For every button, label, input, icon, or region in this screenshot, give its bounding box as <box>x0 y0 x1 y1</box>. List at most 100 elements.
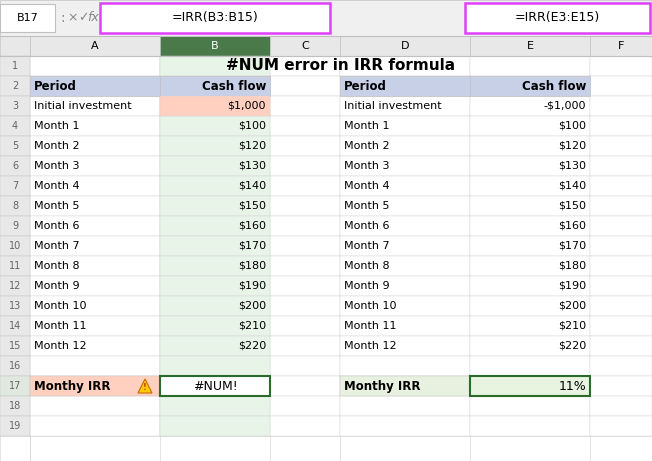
Bar <box>30 276 160 296</box>
Bar <box>160 416 270 436</box>
Text: Period: Period <box>344 79 387 93</box>
Bar <box>270 196 340 216</box>
Bar <box>340 376 470 396</box>
Bar <box>160 96 270 116</box>
Bar <box>0 396 30 416</box>
Bar <box>340 136 470 156</box>
Bar <box>340 316 470 336</box>
Text: $190: $190 <box>558 281 586 291</box>
Text: 13: 13 <box>9 301 21 311</box>
Bar <box>590 236 652 256</box>
Text: ×: × <box>68 12 78 24</box>
Text: $150: $150 <box>238 201 266 211</box>
Bar <box>30 76 160 96</box>
Text: Month 11: Month 11 <box>344 321 396 331</box>
Text: $190: $190 <box>238 281 266 291</box>
Bar <box>270 216 340 236</box>
Bar <box>160 36 270 56</box>
Bar <box>270 396 340 416</box>
Bar <box>340 76 470 96</box>
Text: Month 5: Month 5 <box>34 201 80 211</box>
Text: Month 11: Month 11 <box>34 321 87 331</box>
Bar <box>590 56 652 76</box>
Bar <box>270 296 340 316</box>
Text: 9: 9 <box>12 221 18 231</box>
Text: $200: $200 <box>558 301 586 311</box>
Bar <box>465 3 650 33</box>
Bar <box>0 96 30 116</box>
Bar <box>340 36 470 56</box>
Bar <box>30 416 160 436</box>
Bar <box>30 336 160 356</box>
Bar <box>470 356 590 376</box>
Bar <box>270 256 340 276</box>
Bar <box>30 76 160 96</box>
Bar <box>590 116 652 136</box>
Bar <box>30 236 160 256</box>
Bar <box>590 256 652 276</box>
Bar <box>30 296 160 316</box>
Bar <box>470 196 590 216</box>
Text: Month 6: Month 6 <box>34 221 80 231</box>
Bar <box>590 136 652 156</box>
Bar <box>30 56 160 76</box>
Bar <box>160 96 270 116</box>
Bar <box>0 216 30 236</box>
Bar <box>340 416 470 436</box>
Text: $140: $140 <box>558 181 586 191</box>
Text: Month 7: Month 7 <box>34 241 80 251</box>
Bar <box>270 376 340 396</box>
Text: 16: 16 <box>9 361 21 371</box>
Bar <box>590 176 652 196</box>
Text: 8: 8 <box>12 201 18 211</box>
Text: 15: 15 <box>9 341 21 351</box>
Bar <box>590 76 652 96</box>
Bar <box>0 36 30 56</box>
Text: #NUM error in IRR formula: #NUM error in IRR formula <box>226 59 456 73</box>
Bar <box>160 76 270 96</box>
Text: Month 6: Month 6 <box>344 221 389 231</box>
Bar <box>270 236 340 256</box>
Bar <box>340 296 470 316</box>
Bar <box>270 336 340 356</box>
Text: D: D <box>401 41 409 51</box>
Bar <box>470 76 590 96</box>
Text: -$1,000: -$1,000 <box>544 101 586 111</box>
Bar <box>160 196 270 216</box>
Text: $160: $160 <box>238 221 266 231</box>
Text: Monthy IRR: Monthy IRR <box>344 379 421 392</box>
Text: 18: 18 <box>9 401 21 411</box>
Bar <box>160 176 270 196</box>
Bar <box>0 316 30 336</box>
Bar <box>270 416 340 436</box>
Bar <box>0 76 30 96</box>
Bar <box>590 396 652 416</box>
Bar <box>340 76 470 96</box>
Polygon shape <box>138 379 152 393</box>
Text: Month 9: Month 9 <box>34 281 80 291</box>
Text: Month 7: Month 7 <box>344 241 390 251</box>
Text: 10: 10 <box>9 241 21 251</box>
Bar <box>470 296 590 316</box>
Bar <box>340 216 470 236</box>
Text: 11%: 11% <box>558 379 586 392</box>
Text: 4: 4 <box>12 121 18 131</box>
Bar <box>470 76 590 96</box>
Bar <box>160 96 270 116</box>
Bar <box>100 3 330 33</box>
Text: $170: $170 <box>558 241 586 251</box>
Text: E: E <box>527 41 533 51</box>
Bar <box>590 316 652 336</box>
Bar <box>30 376 160 396</box>
Text: $140: $140 <box>238 181 266 191</box>
Bar <box>160 336 270 356</box>
Text: Month 4: Month 4 <box>34 181 80 191</box>
Bar <box>30 176 160 196</box>
Text: :: : <box>61 11 65 25</box>
Text: Month 1: Month 1 <box>344 121 389 131</box>
Bar <box>340 356 470 376</box>
Text: Month 8: Month 8 <box>34 261 80 271</box>
Bar <box>470 36 590 56</box>
Bar <box>0 136 30 156</box>
Bar <box>340 176 470 196</box>
